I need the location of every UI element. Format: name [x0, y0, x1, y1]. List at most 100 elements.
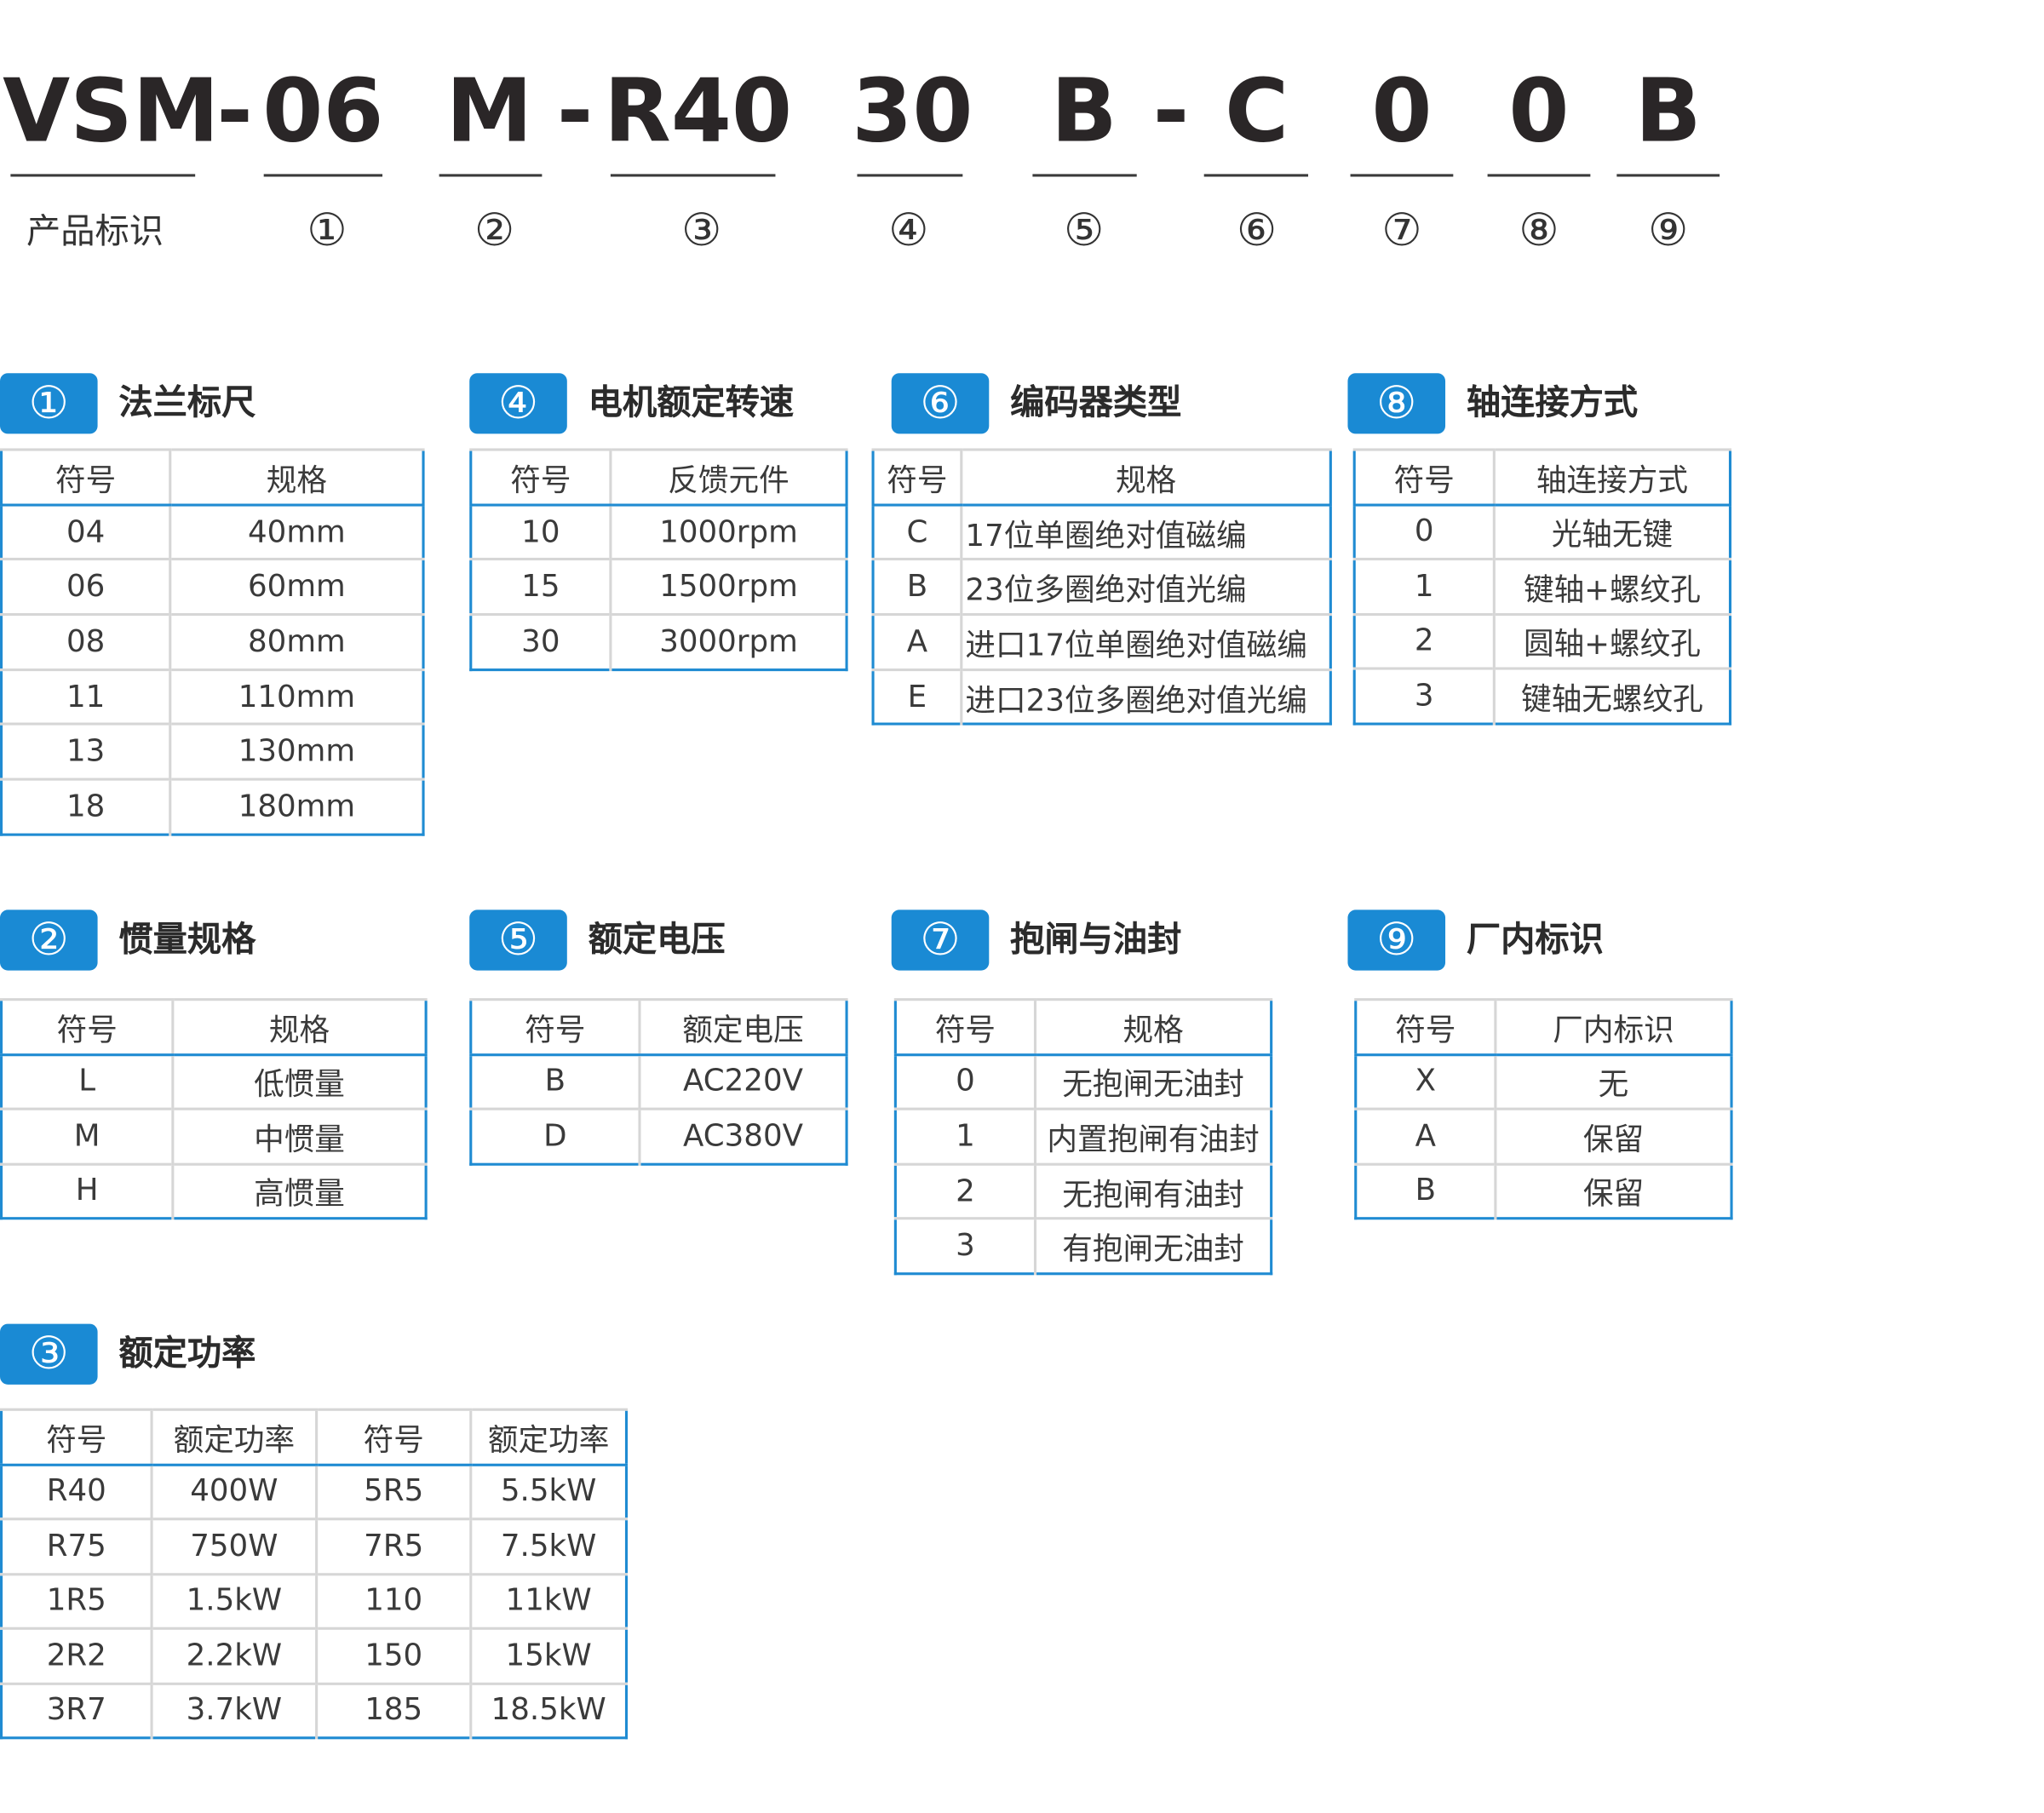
- table-row: 0 无抱闸无油封: [895, 1053, 1272, 1110]
- table-cell: 80mm: [169, 613, 424, 670]
- section-badge: ③: [0, 1323, 98, 1385]
- table-row: 30 3000rpm: [470, 613, 847, 670]
- table-header-row: 符号 额定电压: [470, 998, 847, 1056]
- section-title: 额定电压: [588, 920, 726, 961]
- table-header-row: 符号 规格: [895, 998, 1272, 1056]
- table-cell: 11kW: [469, 1572, 627, 1629]
- underline: [1616, 174, 1720, 177]
- table-cell: E: [873, 668, 962, 725]
- table-cell: 2R2: [1, 1627, 152, 1684]
- table-row: 1 键轴+螺纹孔: [1354, 557, 1731, 614]
- position-marker: ③: [681, 204, 722, 257]
- column-header: 额定功率: [150, 1408, 317, 1466]
- table-cell: M: [1, 1107, 173, 1164]
- position-marker: ⑧: [1519, 204, 1559, 257]
- table-cell: 无抱闸无油封: [1033, 1053, 1272, 1110]
- table-cell: 保留: [1494, 1162, 1732, 1219]
- table-row: A 保留: [1355, 1107, 1732, 1164]
- table-cell: 无: [1494, 1053, 1732, 1110]
- spec-table: 符号 额定功率 符号 额定功率 R40 400W 5R5 5.5kW R75 750W 7R5 7.5…: [0, 1408, 629, 1740]
- table-row: 08 80mm: [1, 613, 424, 670]
- table-cell: 18: [1, 777, 170, 835]
- section-title: 厂内标识: [1466, 920, 1604, 961]
- section-title: 额定功率: [118, 1334, 256, 1374]
- table-cell: 185: [315, 1682, 471, 1738]
- column-header: 符号: [470, 448, 611, 507]
- column-header: 符号: [1, 448, 170, 507]
- code-segment: 06: [262, 60, 384, 163]
- table-cell: 圆轴+螺纹孔: [1492, 612, 1731, 669]
- section-badge: ⑨: [1347, 909, 1446, 971]
- table-cell: 2: [1354, 612, 1495, 669]
- code-segment: C: [1225, 60, 1289, 163]
- code-segment: VSM: [3, 60, 220, 163]
- table-cell: 1.5kW: [150, 1572, 317, 1629]
- table-cell: 750W: [150, 1518, 317, 1575]
- underline: [1032, 174, 1137, 177]
- column-header: 规格: [1033, 998, 1272, 1056]
- column-header: 符号: [873, 448, 962, 507]
- table-cell: 110: [315, 1572, 471, 1629]
- section-badge: ⑥: [891, 373, 990, 434]
- spec-table: 符号 规格 04 40mm 06 60mm 08 80mm 11 110mm 13 130mm 18 18…: [0, 448, 425, 836]
- column-header: 符号: [1354, 448, 1495, 506]
- table-row: C 17位单圈绝对值磁编: [873, 503, 1331, 560]
- table-cell: 13: [1, 723, 170, 780]
- table-row: B AC220V: [470, 1053, 847, 1110]
- underline: [263, 174, 383, 177]
- code-segment: R40: [604, 60, 793, 163]
- section-badge: ⑧: [1347, 373, 1446, 434]
- table-cell: 无抱闸有油封: [1033, 1162, 1272, 1219]
- underline: [610, 174, 776, 177]
- column-header: 规格: [960, 448, 1331, 507]
- table-cell: 10: [470, 503, 611, 560]
- table-cell: 1: [895, 1107, 1036, 1164]
- code-segment: B: [1634, 60, 1702, 163]
- table-cell: 进口17位单圈绝对值磁编: [960, 613, 1331, 670]
- table-row: 1 内置抱闸有油封: [895, 1107, 1272, 1164]
- table-row: L 低惯量: [1, 1053, 427, 1110]
- underline: [10, 174, 196, 177]
- table-cell: 130mm: [169, 723, 424, 780]
- table-cell: 7.5kW: [469, 1518, 627, 1575]
- section-title: 法兰标尺: [118, 383, 256, 424]
- product-label: 产品标识: [26, 212, 164, 252]
- table-row: 04 40mm: [1, 503, 424, 560]
- table-cell: 低惯量: [171, 1053, 427, 1110]
- table-cell: 3.7kW: [150, 1682, 317, 1738]
- table-cell: B: [873, 558, 962, 615]
- table-row: D AC380V: [470, 1107, 847, 1164]
- table-cell: 30: [470, 613, 611, 670]
- table-cell: 3000rpm: [609, 613, 847, 670]
- position-marker: ⑥: [1237, 204, 1278, 257]
- underline: [1350, 174, 1454, 177]
- table-cell: B: [470, 1053, 640, 1110]
- code-separator: -: [216, 60, 253, 163]
- table-row: 2 无抱闸有油封: [895, 1162, 1272, 1219]
- code-segment: M: [445, 60, 533, 163]
- table-cell: AC380V: [638, 1107, 847, 1164]
- table-cell: AC220V: [638, 1053, 847, 1110]
- position-marker: ⑨: [1648, 204, 1689, 257]
- table-row: H 高惯量: [1, 1162, 427, 1219]
- table-header-row: 符号 厂内标识: [1355, 998, 1732, 1056]
- column-header: 符号: [1355, 998, 1496, 1056]
- table-cell: 400W: [150, 1462, 317, 1519]
- table-cell: 光轴无键: [1492, 502, 1731, 559]
- underline: [1203, 174, 1309, 177]
- table-row: 3R7 3.7kW 185 18.5kW: [1, 1682, 627, 1738]
- table-cell: 高惯量: [171, 1162, 427, 1219]
- table-row: 3 有抱闸无油封: [895, 1217, 1272, 1274]
- table-cell: 0: [1354, 502, 1495, 559]
- table-header-row: 符号 规格: [1, 998, 427, 1056]
- table-cell: L: [1, 1053, 173, 1110]
- table-header-row: 符号 反馈元件: [470, 448, 847, 507]
- table-row: 18 180mm: [1, 777, 424, 835]
- table-cell: 键轴+螺纹孔: [1492, 557, 1731, 614]
- code-segment: 0: [1371, 60, 1433, 163]
- code-separator: -: [556, 60, 594, 163]
- column-header: 符号: [1, 1408, 152, 1466]
- section-badge: ⑦: [891, 909, 990, 971]
